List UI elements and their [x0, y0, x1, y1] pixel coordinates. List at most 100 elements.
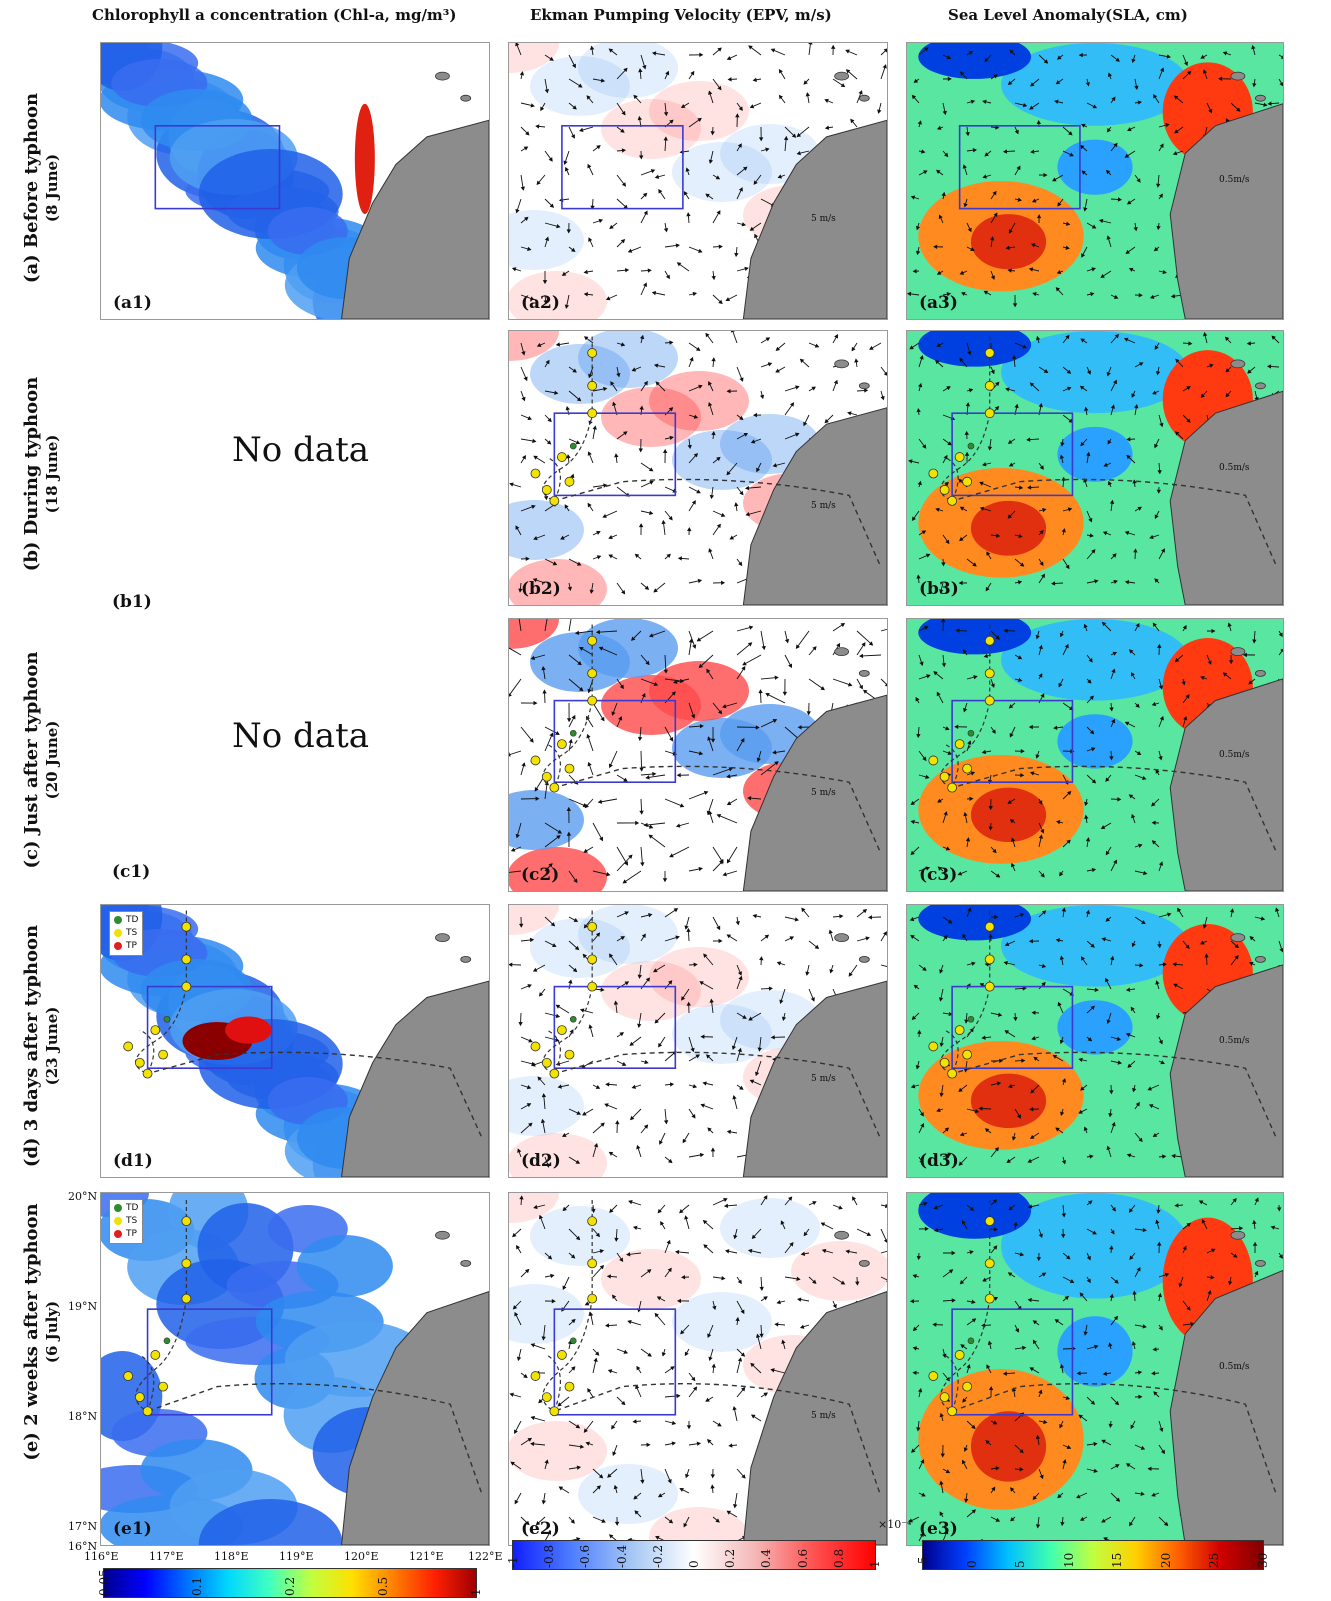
lat-tick: 19°N	[68, 1300, 98, 1313]
track-point-ts	[158, 1049, 168, 1060]
island	[460, 94, 472, 102]
map-svg-d3	[907, 905, 1283, 1177]
colorbar-tick-sla: -5	[916, 1556, 930, 1568]
legend-label: TS	[126, 928, 138, 938]
lon-tick: 122°E	[468, 1550, 503, 1563]
land-mass	[742, 407, 887, 605]
typhoon-loop-track	[940, 1200, 991, 1413]
typhoon-loop-track	[542, 336, 593, 502]
track-point-ts	[587, 1216, 598, 1227]
map-svg-c3	[907, 619, 1283, 891]
typhoon-track	[554, 478, 881, 565]
panel-label-d2: (d2)	[521, 1151, 561, 1171]
track-point-ts	[954, 452, 965, 462]
panel-label-b2: (b2)	[521, 579, 561, 599]
track-point-ts	[530, 468, 541, 479]
chl-field	[101, 1193, 429, 1545]
map-panel-b3: (b3) 0.5m/s	[906, 330, 1284, 606]
typhoon-track	[147, 1383, 482, 1493]
island	[1255, 956, 1266, 963]
land-mass	[341, 980, 489, 1177]
track-point-ts	[984, 408, 995, 419]
track-point-ts	[962, 1381, 973, 1392]
legend-marker	[114, 1229, 122, 1238]
track-point-ts	[530, 1041, 541, 1052]
track-point-ts	[954, 739, 965, 750]
legend-label: TS	[126, 1216, 138, 1226]
colorbar-tick-epv: 0	[687, 1560, 701, 1568]
wind-scale-label: 5 m/s	[811, 214, 836, 224]
land-mass	[1169, 1269, 1283, 1545]
colorbar-sla	[922, 1540, 1264, 1570]
colorbar-tick-chl: 0.05	[97, 1569, 111, 1596]
colorbar-tick-epv: 0.4	[759, 1548, 774, 1568]
row-title-b: (b) During typhoon (18 June)	[21, 376, 61, 572]
lon-tick: 118°E	[214, 1550, 249, 1563]
study-area-box	[146, 985, 273, 1069]
study-area-box	[958, 125, 1081, 210]
track-point-ts	[984, 668, 995, 679]
track-point-ts	[962, 476, 973, 487]
colorbar-tick-epv: -0.4	[614, 1544, 629, 1568]
no-data-c1: No data	[232, 716, 369, 756]
track-point-ts	[587, 1258, 598, 1269]
track-point-td	[569, 1015, 577, 1023]
legend-item-tp: TP	[114, 940, 138, 953]
island	[858, 382, 870, 390]
island	[1230, 933, 1246, 943]
island	[460, 1260, 472, 1267]
map-svg-d1	[101, 905, 489, 1177]
track-point-ts	[984, 635, 995, 646]
panel-label-e3: (e3)	[919, 1519, 958, 1539]
legend-label: TD	[126, 915, 139, 925]
map-panel-d1: (d1) TD TS TP	[100, 904, 490, 1178]
track-point-ts	[984, 348, 995, 358]
colorbar-tick-sla: 30	[1256, 1552, 1270, 1568]
island	[1230, 1230, 1246, 1240]
land-mass	[1169, 390, 1283, 605]
column-title-sla: Sea Level Anomaly(SLA, cm)	[948, 6, 1188, 24]
colorbar-chl	[103, 1568, 477, 1598]
track-point-ts	[928, 468, 939, 479]
track-point-ts	[587, 635, 598, 646]
map-svg-e2	[509, 1193, 887, 1545]
map-svg-e3	[907, 1193, 1283, 1545]
wind-scale-label: 5 m/s	[811, 788, 836, 798]
column-title-chl: Chlorophyll a concentration (Chl-a, mg/m…	[92, 6, 457, 24]
colorbar-tick-epv: 0.6	[795, 1548, 810, 1568]
lon-tick: 119°E	[279, 1550, 314, 1563]
column-title-epv: Ekman Pumping Velocity (EPV, m/s)	[530, 6, 832, 24]
study-area-box	[553, 985, 677, 1069]
track-point-td	[967, 1015, 975, 1023]
island	[834, 71, 850, 81]
typhoon-loop-track	[940, 624, 991, 789]
track-point-ts	[557, 1025, 567, 1036]
map-svg-b3	[907, 331, 1283, 605]
track-point-ts	[158, 1381, 168, 1392]
track-point-ts	[984, 954, 995, 965]
island	[1255, 670, 1266, 677]
track-point-ts	[984, 981, 995, 992]
panel-label-c2: (c2)	[521, 865, 560, 885]
island	[1255, 382, 1266, 390]
land-mass	[341, 119, 489, 319]
legend-item-tp: TP	[114, 1228, 138, 1241]
island	[834, 1230, 850, 1240]
track-point-ts	[564, 1049, 575, 1060]
legend-marker	[114, 1203, 122, 1212]
track-point-ts	[134, 1392, 145, 1403]
island	[435, 1230, 450, 1240]
typhoon-track	[554, 765, 881, 851]
track-point-ts	[587, 921, 598, 932]
track-point-ts	[587, 1293, 598, 1304]
legend-marker	[114, 941, 122, 950]
land-mass	[1169, 964, 1283, 1177]
wind-scale-label: 5 m/s	[811, 1411, 836, 1421]
island	[1255, 94, 1266, 102]
colorbar-epv	[512, 1540, 876, 1570]
track-point-ts	[587, 408, 598, 419]
track-point-ts	[557, 1350, 567, 1360]
panel-label-d3: (d3)	[919, 1151, 959, 1171]
current-scale-label: 0.5m/s	[1219, 175, 1250, 185]
map-panel-d2: (d2) 5 m/s	[508, 904, 888, 1178]
